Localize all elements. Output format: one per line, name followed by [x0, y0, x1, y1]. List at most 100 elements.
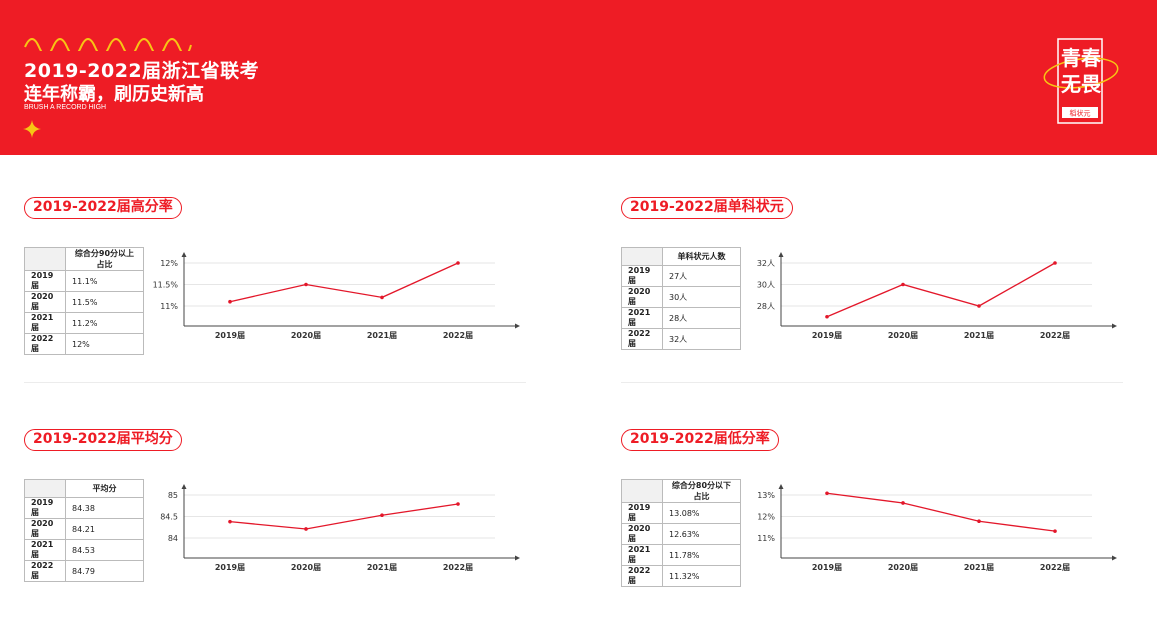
table-cell: 84.38: [65, 497, 144, 519]
table-cell: 12.63%: [662, 523, 741, 545]
chart-high-score: 11% 11.5% 12% 2019届 2020届 2021届 2022届: [153, 252, 520, 340]
svg-text:无畏: 无畏: [1061, 72, 1102, 96]
x-axis-arrow-icon: [515, 555, 520, 561]
x-tick-label: 2022届: [1040, 563, 1070, 572]
table-single-subject: 单科状元人数 2019届 27人 2020届 30人 2021届 28人 2022届 3…: [621, 247, 741, 350]
data-point: [901, 501, 905, 505]
table-row: 2020届 11.5%: [24, 291, 144, 313]
x-tick-label: 2020届: [888, 331, 918, 340]
table-cell: 11.1%: [65, 270, 144, 292]
x-tick-label: 2020届: [291, 331, 321, 340]
table-cell: 2019届: [621, 502, 663, 524]
table-row: 2022届 84.79: [24, 560, 144, 582]
x-tick-label: 2019届: [215, 563, 245, 572]
x-tick-label: 2020届: [888, 563, 918, 572]
table-cell: 2019届: [24, 270, 66, 292]
data-point: [977, 519, 981, 524]
table-row: 2020届 12.63%: [621, 523, 741, 545]
table-cell: 2021届: [621, 307, 663, 329]
table-cell: 11.32%: [662, 565, 741, 587]
y-axis-arrow-icon: [778, 484, 784, 489]
table-corner: [24, 247, 66, 271]
table-cell: 2020届: [24, 291, 66, 313]
table-cell: 27人: [662, 265, 741, 287]
wave-decoration-icon: [24, 38, 192, 51]
data-point: [825, 314, 829, 319]
table-corner: [621, 247, 663, 266]
table-row: 2019届 84.38: [24, 497, 144, 519]
x-tick-label: 2022届: [443, 563, 473, 572]
table-cell: 84.53: [65, 539, 144, 561]
y-axis-arrow-icon: [778, 252, 784, 257]
x-tick-label: 2019届: [215, 331, 245, 340]
section-title-average: 2019-2022届平均分: [24, 429, 182, 451]
data-point: [1053, 261, 1057, 265]
table-header: 综合分80分以下占比: [662, 479, 741, 503]
brand-name: 稻状元: [1070, 109, 1091, 118]
data-point: [380, 513, 384, 518]
table-average: 平均分 2019届 84.38 2020届 84.21 2021届 84.53 202…: [24, 479, 144, 582]
x-tick-label: 2021届: [964, 331, 994, 340]
table-header: 综合分90分以上占比: [65, 247, 144, 271]
data-point: [304, 527, 308, 531]
page-title: 2019-2022届浙江省联考: [24, 60, 260, 82]
y-tick-label: 11%: [757, 534, 775, 543]
y-tick-label: 13%: [757, 491, 775, 500]
page-slogan: 连年称霸，刷历史新高: [24, 84, 204, 105]
table-cell: 84.21: [65, 518, 144, 540]
x-axis-arrow-icon: [515, 323, 520, 329]
y-tick-label: 84.5: [160, 513, 178, 522]
chart-single-subject: 28人 30人 32人 2019届 2020届 2021届 2022届: [757, 252, 1117, 340]
series-line: [826, 262, 1056, 318]
table-row: 2021届 84.53: [24, 539, 144, 561]
table-corner: [24, 479, 66, 498]
section-divider: [621, 382, 1123, 383]
data-point: [456, 261, 460, 265]
brand-logo: 青春 无畏 稻状元: [1042, 35, 1120, 127]
table-cell: 2020届: [24, 518, 66, 540]
table-cell: 30人: [662, 286, 741, 308]
y-tick-label: 85: [168, 491, 178, 500]
series-line: [229, 503, 459, 530]
y-tick-label: 32人: [757, 259, 775, 268]
data-point: [825, 491, 829, 496]
table-row: 2021届 11.78%: [621, 544, 741, 566]
y-tick-label: 12%: [160, 259, 178, 268]
table-row: 2022届 12%: [24, 333, 144, 355]
y-tick-label: 30人: [757, 281, 775, 290]
x-axis-arrow-icon: [1112, 555, 1117, 561]
y-axis-arrow-icon: [181, 484, 187, 489]
table-low-score: 综合分80分以下占比 2019届 13.08% 2020届 12.63% 2021届…: [621, 479, 741, 587]
x-axis-arrow-icon: [1112, 323, 1117, 329]
table-cell: 2020届: [621, 286, 663, 308]
table-cell: 12%: [65, 333, 144, 355]
series-line: [229, 262, 459, 303]
table-row: 2020届 84.21: [24, 518, 144, 540]
table-cell: 28人: [662, 307, 741, 329]
y-tick-label: 12%: [757, 513, 775, 522]
table-cell: 84.79: [65, 560, 144, 582]
data-point: [228, 519, 232, 524]
table-row: 2022届 11.32%: [621, 565, 741, 587]
y-tick-label: 11%: [160, 302, 178, 311]
table-header: 单科状元人数: [662, 247, 741, 266]
y-tick-label: 84: [168, 534, 178, 543]
table-cell: 11.2%: [65, 312, 144, 334]
series-line: [826, 492, 1056, 532]
table-row: 2019届 13.08%: [621, 502, 741, 524]
table-cell: 2022届: [621, 328, 663, 350]
table-cell: 2022届: [24, 560, 66, 582]
table-cell: 11.5%: [65, 291, 144, 313]
table-cell: 2022届: [24, 333, 66, 355]
table-cell: 11.78%: [662, 544, 741, 566]
header-banner: 2019-2022届浙江省联考 连年称霸，刷历史新高 BRUSH A RECOR…: [0, 0, 1157, 155]
table-cell: 2020届: [621, 523, 663, 545]
data-point: [228, 299, 232, 304]
section-title-high-score: 2019-2022届高分率: [24, 197, 182, 219]
table-cell: 2021届: [24, 312, 66, 334]
english-subtitle: BRUSH A RECORD HIGH: [24, 104, 107, 111]
data-point: [1053, 529, 1057, 533]
data-point: [380, 295, 384, 300]
x-tick-label: 2020届: [291, 563, 321, 572]
y-tick-label: 11.5%: [153, 281, 179, 290]
